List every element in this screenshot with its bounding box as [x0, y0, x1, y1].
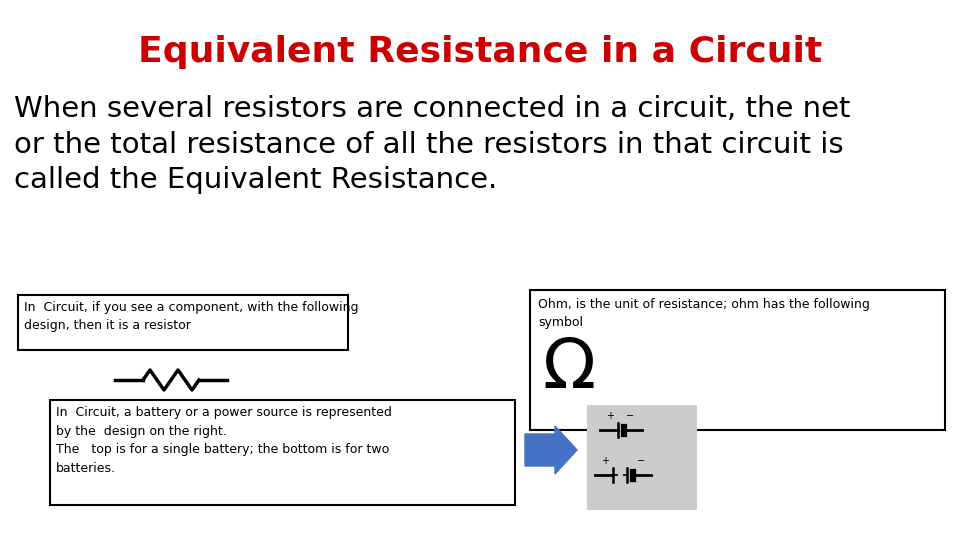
- Text: +: +: [606, 411, 614, 421]
- Text: Ω: Ω: [542, 335, 595, 402]
- Text: Equivalent Resistance in a Circuit: Equivalent Resistance in a Circuit: [138, 35, 822, 69]
- Bar: [18, 295, 348, 350]
- Bar: [50, 400, 515, 505]
- Text: +: +: [601, 456, 609, 466]
- Text: In  Circuit, a battery or a power source is represented
by the  design on the ri: In Circuit, a battery or a power source …: [56, 406, 392, 475]
- Text: Ohm, is the unit of resistance; ohm has the following
symbol: Ohm, is the unit of resistance; ohm has …: [538, 298, 870, 329]
- Bar: [587, 405, 697, 510]
- Text: −: −: [636, 456, 645, 466]
- FancyArrow shape: [525, 426, 577, 474]
- Text: In  Circuit, if you see a component, with the following
design, then it is a res: In Circuit, if you see a component, with…: [24, 301, 358, 332]
- Bar: [530, 290, 945, 430]
- Text: −: −: [626, 411, 634, 421]
- Text: When several resistors are connected in a circuit, the net
or the total resistan: When several resistors are connected in …: [14, 95, 851, 194]
